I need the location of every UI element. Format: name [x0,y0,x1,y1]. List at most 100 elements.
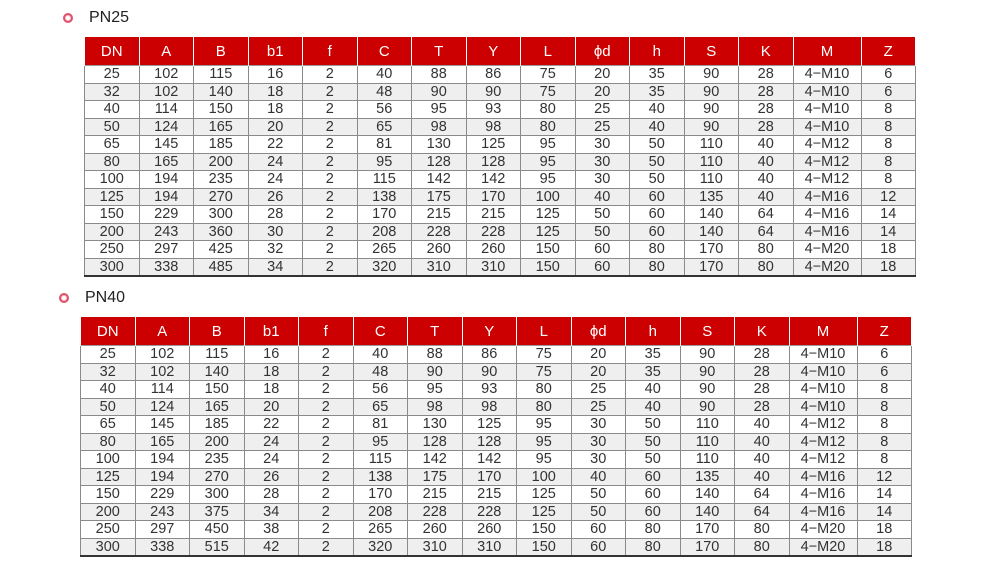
table-cell: 425 [193,240,249,259]
table-cell: 114 [134,380,190,399]
table-cell: 208 [356,222,412,241]
table-cell: 38 [243,520,299,539]
table-cell: 14 [860,205,916,224]
table-cell: 60 [574,240,630,259]
table-cell: 200 [189,432,245,451]
table-cell: 228 [407,502,463,521]
table-cell: 140 [679,502,735,521]
table-row: 200 243 375 34 2 208 228 228 125 50 60 140 64 4−M16 14 [80,502,912,521]
table-cell: 4−M16 [792,187,862,206]
table-cell: 30 [570,450,626,469]
table-cell: 16 [247,65,303,84]
table-cell: 50 [625,450,681,469]
column-header: S [679,317,735,346]
table-cell: 145 [138,135,194,154]
table-cell: 25 [570,397,626,416]
table-cell: 150 [193,100,249,119]
column-header: Z [856,317,912,346]
table-cell: 60 [570,520,626,539]
table-row: 50 124 165 20 2 65 98 98 80 25 40 90 28 4−M10 8 [84,117,916,136]
table-cell: 28 [734,362,790,381]
column-header: A [134,317,190,346]
table-cell: 28 [738,117,794,136]
table-cell: 25 [570,380,626,399]
table-cell: 2 [298,362,354,381]
table-cell: 170 [679,537,735,557]
table-cell: 18 [247,100,303,119]
table-cell: 28 [734,380,790,399]
table-cell: 265 [352,520,408,539]
table-cell: 81 [356,135,412,154]
table-cell: 175 [407,467,463,486]
table-cell: 185 [189,415,245,434]
table-cell: 2 [302,187,358,206]
table-cell: 20 [570,362,626,381]
column-header: K [738,37,794,66]
table-cell: 200 [80,502,136,521]
table-row: 300 338 515 42 2 320 310 310 150 60 80 170 80 4−M20 18 [80,537,912,557]
table-cell: 2 [302,152,358,171]
table-cell: 375 [189,502,245,521]
column-header: b1 [243,317,299,346]
table-cell: 40 [738,170,794,189]
table-cell: 338 [134,537,190,557]
table-cell: 35 [629,65,685,84]
table-row: 40 114 150 18 2 56 95 93 80 25 40 90 28 4−M10 8 [80,380,912,399]
table-cell: 20 [247,117,303,136]
column-header: ϕd [570,317,626,346]
table-cell: 135 [679,467,735,486]
table-cell: 2 [298,502,354,521]
table-cell: 4−M16 [792,222,862,241]
table-cell: 50 [629,152,685,171]
table-cell: 90 [411,82,467,101]
table-cell: 260 [411,240,467,259]
column-header: h [625,317,681,346]
table-cell: 90 [679,362,735,381]
table-cell: 95 [411,100,467,119]
column-header: M [792,37,862,66]
table-cell: 360 [193,222,249,241]
table-cell: 243 [134,502,190,521]
column-header: h [629,37,685,66]
table-cell: 128 [411,152,467,171]
table-cell: 48 [356,82,412,101]
table-row: 250 297 450 38 2 265 260 260 150 60 80 170 80 4−M20 18 [80,520,912,539]
table-cell: 4−M10 [788,397,858,416]
table-cell: 20 [574,82,630,101]
table-cell: 194 [138,170,194,189]
table-cell: 14 [856,485,912,504]
table-cell: 2 [302,135,358,154]
table-row: 100 194 235 24 2 115 142 142 95 30 50 110 40 4−M12 8 [80,450,912,469]
table-cell: 50 [574,222,630,241]
table-cell: 228 [461,502,517,521]
table-cell: 208 [352,502,408,521]
table-cell: 80 [734,520,790,539]
table-cell: 485 [193,257,249,277]
table-cell: 215 [407,485,463,504]
table-cell: 40 [734,415,790,434]
table-cell: 75 [516,362,572,381]
table-cell: 194 [134,467,190,486]
table-cell: 18 [856,520,912,539]
table-cell: 8 [856,415,912,434]
table-cell: 8 [856,450,912,469]
table-cell: 150 [516,520,572,539]
table-cell: 320 [352,537,408,557]
table-cell: 150 [516,537,572,557]
table-cell: 18 [243,362,299,381]
table-cell: 142 [407,450,463,469]
table-cell: 4−M16 [788,467,858,486]
table-cell: 175 [411,187,467,206]
table-cell: 102 [138,82,194,101]
table-cell: 115 [356,170,412,189]
table-cell: 4−M10 [788,380,858,399]
table-cell: 25 [84,65,140,84]
table-cell: 8 [860,100,916,119]
table-cell: 60 [629,222,685,241]
table-cell: 200 [193,152,249,171]
table-cell: 100 [520,187,576,206]
table-cell: 170 [679,520,735,539]
table-cell: 40 [738,152,794,171]
table-cell: 165 [138,152,194,171]
